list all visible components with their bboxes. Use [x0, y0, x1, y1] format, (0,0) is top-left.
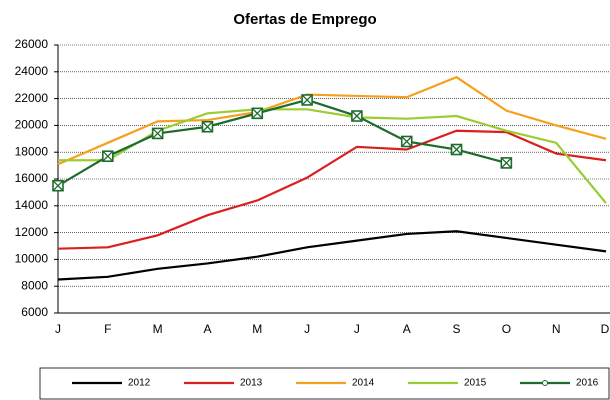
- point-cross: [401, 136, 413, 147]
- y-tick-label: 14000: [15, 198, 49, 212]
- chart-title: Ofertas de Emprego: [233, 11, 376, 28]
- x-tick-label: J: [354, 322, 360, 336]
- x-tick-label: F: [104, 322, 111, 336]
- x-tick-label: O: [502, 322, 511, 336]
- point-cross: [152, 127, 164, 139]
- x-tick-label: S: [453, 322, 461, 336]
- series-line: [57, 230, 607, 281]
- y-tick-label: 20000: [15, 118, 49, 132]
- legend-label: 2015: [464, 378, 487, 389]
- y-tick-label: 16000: [15, 171, 49, 185]
- y-tick-label: 12000: [15, 225, 49, 239]
- y-tick-label: 24000: [15, 64, 49, 78]
- point-cross: [102, 150, 114, 162]
- x-tick-label: N: [552, 322, 561, 336]
- point-cross: [201, 121, 213, 133]
- point-cross: [52, 180, 64, 192]
- series-line: [58, 108, 607, 204]
- legend-label: 2013: [240, 378, 263, 389]
- series-line: [57, 129, 607, 250]
- x-tick-label: D: [601, 322, 610, 336]
- y-tick-label: 26000: [15, 37, 49, 51]
- x-tick-label: M: [153, 322, 163, 336]
- x-tick-label: J: [55, 322, 61, 336]
- point-cross: [301, 94, 313, 106]
- legend-label: 2016: [576, 378, 599, 389]
- point-cross: [451, 144, 463, 155]
- series-line: [57, 98, 507, 187]
- y-tick-label: 18000: [15, 144, 49, 158]
- x-tick-label: J: [304, 322, 310, 336]
- x-tick-label: A: [203, 322, 211, 336]
- y-tick-label: 6000: [21, 305, 48, 319]
- x-tick-label: M: [252, 322, 262, 336]
- point-cross: [500, 157, 512, 169]
- legend-label: 2014: [352, 378, 375, 389]
- legend-box: [39, 367, 610, 400]
- y-tick-label: 8000: [21, 278, 48, 292]
- y-tick-label: 22000: [15, 91, 49, 105]
- y-tick-label: 10000: [15, 252, 49, 266]
- series-line: [57, 75, 607, 166]
- point-cross: [351, 110, 363, 122]
- x-tick-label: A: [403, 322, 411, 336]
- legend-label: 2012: [128, 378, 151, 389]
- point-cross: [251, 107, 263, 119]
- legend-marker: [542, 380, 548, 386]
